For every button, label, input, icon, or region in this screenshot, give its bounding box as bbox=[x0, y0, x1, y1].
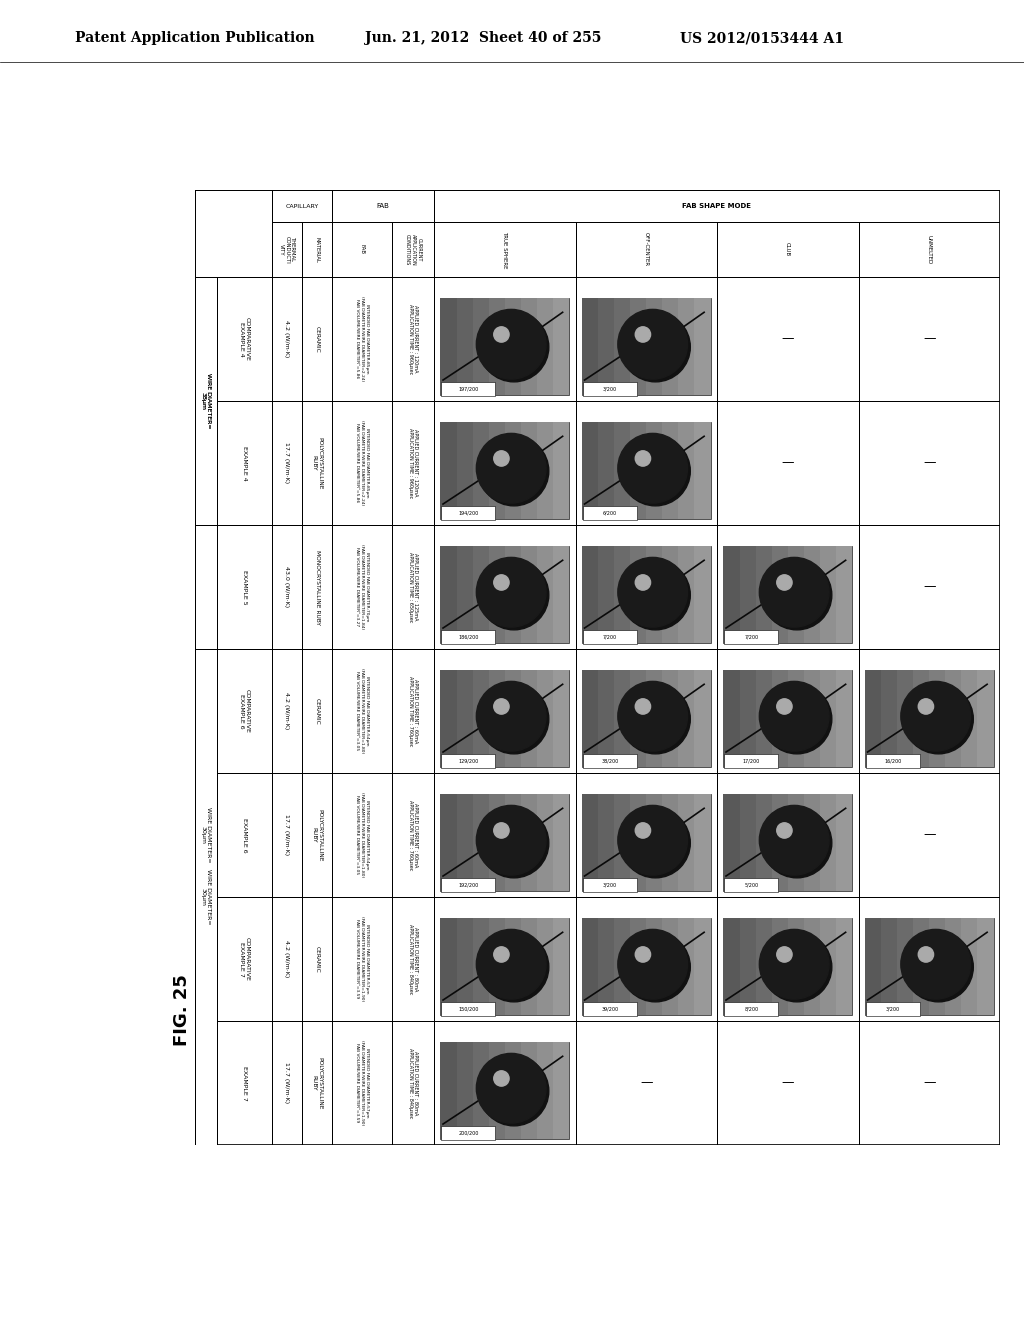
Circle shape bbox=[617, 433, 687, 503]
Bar bbox=[441, 506, 496, 520]
Circle shape bbox=[617, 805, 687, 875]
Bar bbox=[820, 917, 836, 1015]
Bar bbox=[441, 383, 496, 396]
Bar bbox=[505, 298, 521, 395]
Bar bbox=[457, 422, 473, 519]
Bar bbox=[434, 649, 575, 774]
Text: COMPARATIVE
EXAMPLE 6: COMPARATIVE EXAMPLE 6 bbox=[239, 689, 250, 733]
Bar bbox=[897, 917, 913, 1015]
Text: 129/200: 129/200 bbox=[459, 759, 478, 763]
Bar bbox=[858, 774, 1000, 898]
Text: CURRENT
APPLICATION
CONDITIONS: CURRENT APPLICATION CONDITIONS bbox=[404, 234, 421, 265]
Bar bbox=[772, 545, 787, 643]
Bar bbox=[195, 277, 217, 525]
Bar bbox=[897, 669, 913, 767]
Text: COMPARATIVE
EXAMPLE 7: COMPARATIVE EXAMPLE 7 bbox=[239, 937, 250, 981]
Bar bbox=[272, 525, 302, 649]
Text: 4.2 (W/m·K): 4.2 (W/m·K) bbox=[285, 693, 290, 730]
Bar bbox=[723, 793, 739, 891]
Bar bbox=[332, 898, 392, 1020]
Bar bbox=[505, 422, 521, 519]
Text: 16/200: 16/200 bbox=[885, 759, 901, 763]
Bar bbox=[505, 793, 521, 891]
Bar bbox=[756, 545, 772, 643]
Bar bbox=[195, 649, 217, 1144]
Bar bbox=[195, 277, 217, 525]
Bar bbox=[332, 525, 392, 649]
Bar bbox=[694, 545, 711, 643]
Bar bbox=[195, 525, 217, 649]
Text: INTENDED FAB DIAMETER:85μm
(FAB DIAMETER/WIRE DIAMETER=2.24)
FAB VOLUME/WIRE DIA: INTENDED FAB DIAMETER:85μm (FAB DIAMETER… bbox=[355, 421, 369, 506]
Text: —: — bbox=[923, 457, 936, 470]
Bar bbox=[756, 917, 772, 1015]
Bar bbox=[679, 917, 694, 1015]
Text: 5/200: 5/200 bbox=[744, 882, 759, 887]
Bar bbox=[537, 793, 553, 891]
Bar bbox=[724, 754, 778, 767]
Bar bbox=[440, 422, 569, 519]
Circle shape bbox=[494, 574, 509, 590]
Text: 43.0 (W/m·K): 43.0 (W/m·K) bbox=[285, 566, 290, 607]
Text: POLYCRYSTALLINE
RUBY: POLYCRYSTALLINE RUBY bbox=[311, 1057, 323, 1109]
Text: 3/200: 3/200 bbox=[886, 1006, 900, 1011]
Circle shape bbox=[901, 929, 971, 999]
Text: US 2012/0153444 A1: US 2012/0153444 A1 bbox=[680, 30, 844, 45]
Circle shape bbox=[635, 822, 650, 838]
Bar bbox=[441, 630, 496, 644]
Text: —: — bbox=[923, 829, 936, 842]
Bar bbox=[575, 525, 717, 649]
Bar bbox=[694, 917, 711, 1015]
Circle shape bbox=[621, 684, 690, 754]
Bar bbox=[804, 545, 820, 643]
Bar bbox=[723, 669, 739, 767]
Text: INTENDED FAB DIAMETER:85μm
(FAB DIAMETER/WIRE DIAMETER=2.24)
FAB VOLUME/WIRE DIA: INTENDED FAB DIAMETER:85μm (FAB DIAMETER… bbox=[355, 297, 369, 381]
Circle shape bbox=[760, 805, 829, 875]
Bar bbox=[392, 649, 434, 774]
Bar bbox=[583, 1002, 637, 1015]
Bar bbox=[392, 277, 434, 401]
Bar bbox=[717, 774, 858, 898]
Bar bbox=[272, 774, 302, 898]
Bar bbox=[679, 793, 694, 891]
Bar bbox=[392, 774, 434, 898]
Bar bbox=[521, 422, 537, 519]
Circle shape bbox=[919, 698, 934, 714]
Bar bbox=[614, 545, 630, 643]
Bar bbox=[392, 1020, 434, 1144]
Circle shape bbox=[479, 1056, 549, 1126]
Circle shape bbox=[777, 574, 793, 590]
Bar bbox=[614, 669, 630, 767]
Bar bbox=[473, 793, 488, 891]
Text: APPLIED CURRENT : 60mA
APPLICATION TIME : 760μsec: APPLIED CURRENT : 60mA APPLICATION TIME … bbox=[408, 800, 419, 870]
Bar bbox=[521, 793, 537, 891]
Bar bbox=[434, 190, 1000, 222]
Circle shape bbox=[919, 946, 934, 962]
Bar bbox=[392, 898, 434, 1020]
Bar bbox=[739, 793, 756, 891]
Text: 200/200: 200/200 bbox=[459, 1130, 478, 1135]
Bar bbox=[272, 222, 302, 277]
Text: MONOCRYSTALLINE RUBY: MONOCRYSTALLINE RUBY bbox=[314, 549, 319, 624]
Bar bbox=[392, 525, 434, 649]
Circle shape bbox=[760, 681, 829, 751]
Bar bbox=[537, 422, 553, 519]
Bar bbox=[440, 298, 569, 395]
Bar bbox=[272, 1020, 302, 1144]
Circle shape bbox=[777, 698, 793, 714]
Bar bbox=[913, 917, 929, 1015]
Bar bbox=[553, 1041, 569, 1139]
Bar bbox=[739, 917, 756, 1015]
Bar bbox=[962, 669, 978, 767]
Text: FIG. 25: FIG. 25 bbox=[173, 974, 191, 1045]
Bar bbox=[804, 917, 820, 1015]
Bar bbox=[440, 1041, 457, 1139]
Circle shape bbox=[762, 808, 831, 878]
Circle shape bbox=[476, 557, 546, 627]
Bar bbox=[945, 669, 962, 767]
Text: 7/200: 7/200 bbox=[603, 635, 617, 639]
Bar bbox=[858, 1020, 1000, 1144]
Bar bbox=[488, 917, 505, 1015]
Bar bbox=[473, 545, 488, 643]
Bar bbox=[392, 401, 434, 525]
Bar bbox=[614, 917, 630, 1015]
